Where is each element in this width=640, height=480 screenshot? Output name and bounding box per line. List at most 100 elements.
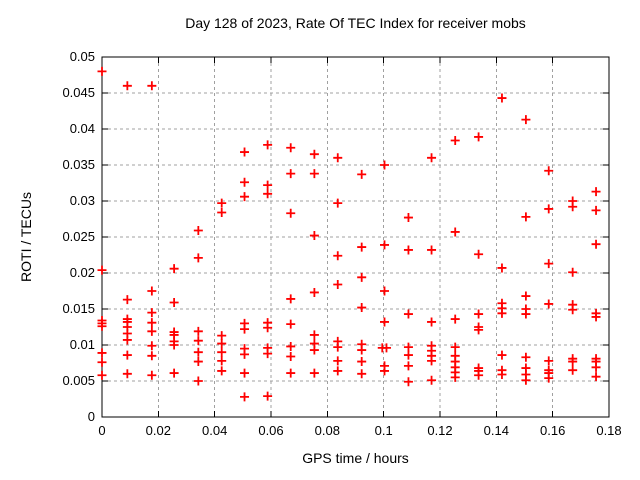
data-point-marker	[263, 323, 273, 333]
data-point-marker	[147, 341, 157, 351]
y-axis-label: ROTI / TECUs	[18, 192, 34, 282]
y-tick-label: 0.01	[70, 337, 95, 352]
data-point-marker	[309, 345, 319, 355]
data-point-marker	[380, 366, 390, 376]
data-point-marker	[333, 251, 343, 261]
data-point-marker	[122, 295, 132, 305]
x-tick-label: 0.14	[484, 423, 509, 438]
data-point-marker	[521, 375, 531, 385]
data-point-marker	[193, 226, 203, 236]
data-point-marker	[544, 373, 554, 383]
data-point-marker	[147, 286, 157, 296]
data-point-marker	[568, 305, 578, 315]
data-point-marker	[357, 169, 367, 179]
x-tick-label: 0.12	[427, 423, 452, 438]
x-axis-label: GPS time / hours	[302, 450, 409, 466]
y-tick-label: 0.005	[62, 373, 95, 388]
data-point-marker	[286, 352, 296, 362]
data-point-marker	[217, 356, 227, 366]
data-point-marker	[381, 343, 391, 353]
data-point-marker	[217, 198, 227, 208]
data-point-marker	[521, 352, 531, 362]
y-tick-label: 0.035	[62, 157, 95, 172]
data-point-marker	[568, 365, 578, 375]
data-point-marker	[217, 366, 227, 376]
data-point-marker	[591, 372, 601, 382]
data-point-marker	[309, 287, 319, 297]
data-point-marker	[521, 115, 531, 125]
data-point-marker	[147, 326, 157, 336]
data-point-marker	[217, 347, 227, 357]
data-point-marker	[217, 339, 227, 349]
data-point-marker	[240, 349, 250, 359]
data-point-marker	[403, 245, 413, 255]
x-tick-label: 0.04	[202, 423, 227, 438]
data-point-marker	[380, 160, 390, 170]
data-point-marker	[193, 376, 203, 386]
data-point-marker	[427, 375, 437, 385]
data-point-marker	[240, 324, 250, 334]
data-point-marker	[169, 368, 179, 378]
y-tick-label: 0.05	[70, 49, 95, 64]
data-point-marker	[217, 208, 227, 218]
y-tick-label: 0.03	[70, 193, 95, 208]
x-tick-label: 0	[98, 423, 105, 438]
data-point-marker	[474, 370, 484, 380]
y-tick-label: 0	[88, 409, 95, 424]
data-point-marker	[286, 294, 296, 304]
data-point-marker	[193, 336, 203, 346]
data-point-marker	[357, 369, 367, 379]
data-point-marker	[544, 259, 554, 269]
data-point-marker	[286, 341, 296, 351]
data-point-marker	[333, 356, 343, 366]
data-point-marker	[544, 356, 554, 366]
data-point-marker	[333, 366, 343, 376]
data-point-marker	[544, 166, 554, 176]
data-point-marker	[193, 347, 203, 357]
data-point-marker	[97, 348, 107, 358]
data-point-marker	[147, 351, 157, 361]
data-point-marker	[521, 309, 531, 319]
data-point-marker	[450, 136, 460, 146]
data-point-marker	[403, 309, 413, 319]
data-point-marker	[193, 357, 203, 367]
data-point-marker	[591, 312, 601, 322]
data-point-marker	[380, 286, 390, 296]
data-point-marker	[497, 350, 507, 360]
data-point-marker	[333, 342, 343, 352]
y-tick-label: 0.02	[70, 265, 95, 280]
data-point-marker	[591, 239, 601, 249]
x-tick-label: 0.08	[315, 423, 340, 438]
data-point-marker	[497, 308, 507, 318]
data-point-marker	[263, 189, 273, 199]
data-point-marker	[427, 356, 437, 366]
data-point-marker	[568, 202, 578, 212]
data-point-marker	[427, 153, 437, 163]
data-point-marker	[122, 335, 132, 345]
data-point-marker	[122, 369, 132, 379]
data-point-marker	[474, 132, 484, 142]
x-tick-label: 0.16	[540, 423, 565, 438]
data-point-marker	[286, 368, 296, 378]
data-point-marker	[147, 308, 157, 318]
data-point-marker	[147, 81, 157, 91]
data-point-marker	[591, 205, 601, 215]
x-tick-label: 0.1	[375, 423, 393, 438]
data-point-marker	[403, 213, 413, 223]
y-tick-label: 0.04	[70, 121, 95, 136]
data-point-marker	[497, 93, 507, 103]
x-tick-label: 0.02	[146, 423, 171, 438]
data-point-marker	[521, 212, 531, 222]
y-tick-label: 0.015	[62, 301, 95, 316]
data-point-marker	[357, 345, 367, 355]
y-tick-label: 0.045	[62, 85, 95, 100]
data-point-marker	[450, 342, 460, 352]
data-point-marker	[309, 368, 319, 378]
data-point-marker	[263, 349, 273, 359]
data-point-marker	[169, 298, 179, 308]
data-point-marker	[380, 240, 390, 250]
data-point-marker	[591, 187, 601, 197]
data-point-marker	[357, 242, 367, 252]
data-point-marker	[333, 280, 343, 290]
